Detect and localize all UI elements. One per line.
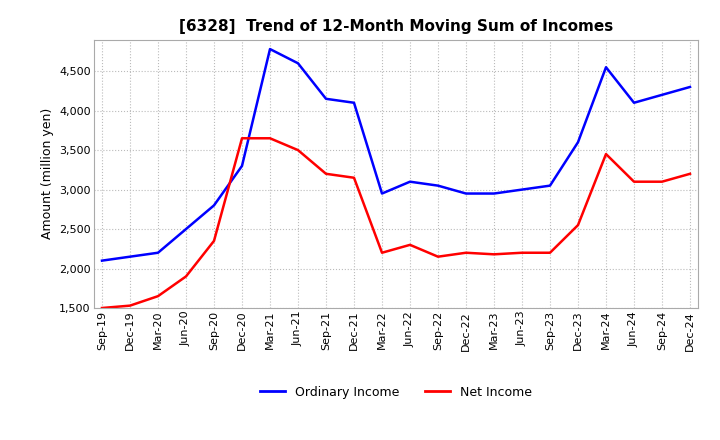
Net Income — [657, 179, 666, 184]
Ordinary Income — [602, 65, 611, 70]
Ordinary Income — [685, 84, 694, 90]
Net Income — [126, 303, 135, 308]
Ordinary Income — [294, 61, 302, 66]
Net Income — [546, 250, 554, 255]
Y-axis label: Amount (million yen): Amount (million yen) — [40, 108, 54, 239]
Ordinary Income — [462, 191, 470, 196]
Ordinary Income — [378, 191, 387, 196]
Net Income — [490, 252, 498, 257]
Ordinary Income — [350, 100, 359, 106]
Ordinary Income — [405, 179, 414, 184]
Line: Ordinary Income: Ordinary Income — [102, 49, 690, 260]
Net Income — [405, 242, 414, 247]
Net Income — [98, 305, 107, 311]
Net Income — [350, 175, 359, 180]
Net Income — [181, 274, 190, 279]
Net Income — [433, 254, 442, 259]
Ordinary Income — [518, 187, 526, 192]
Net Income — [378, 250, 387, 255]
Ordinary Income — [153, 250, 162, 255]
Ordinary Income — [546, 183, 554, 188]
Net Income — [238, 136, 246, 141]
Net Income — [322, 171, 330, 176]
Ordinary Income — [98, 258, 107, 263]
Net Income — [153, 293, 162, 299]
Net Income — [574, 223, 582, 228]
Net Income — [294, 147, 302, 153]
Ordinary Income — [266, 47, 274, 52]
Net Income — [685, 171, 694, 176]
Ordinary Income — [574, 139, 582, 145]
Net Income — [210, 238, 218, 244]
Ordinary Income — [210, 203, 218, 208]
Ordinary Income — [657, 92, 666, 98]
Net Income — [518, 250, 526, 255]
Ordinary Income — [126, 254, 135, 259]
Line: Net Income: Net Income — [102, 138, 690, 308]
Legend: Ordinary Income, Net Income: Ordinary Income, Net Income — [256, 381, 536, 404]
Ordinary Income — [630, 100, 639, 106]
Net Income — [266, 136, 274, 141]
Title: [6328]  Trend of 12-Month Moving Sum of Incomes: [6328] Trend of 12-Month Moving Sum of I… — [179, 19, 613, 34]
Ordinary Income — [181, 227, 190, 232]
Net Income — [462, 250, 470, 255]
Ordinary Income — [238, 163, 246, 169]
Ordinary Income — [490, 191, 498, 196]
Ordinary Income — [433, 183, 442, 188]
Ordinary Income — [322, 96, 330, 102]
Net Income — [630, 179, 639, 184]
Net Income — [602, 151, 611, 157]
